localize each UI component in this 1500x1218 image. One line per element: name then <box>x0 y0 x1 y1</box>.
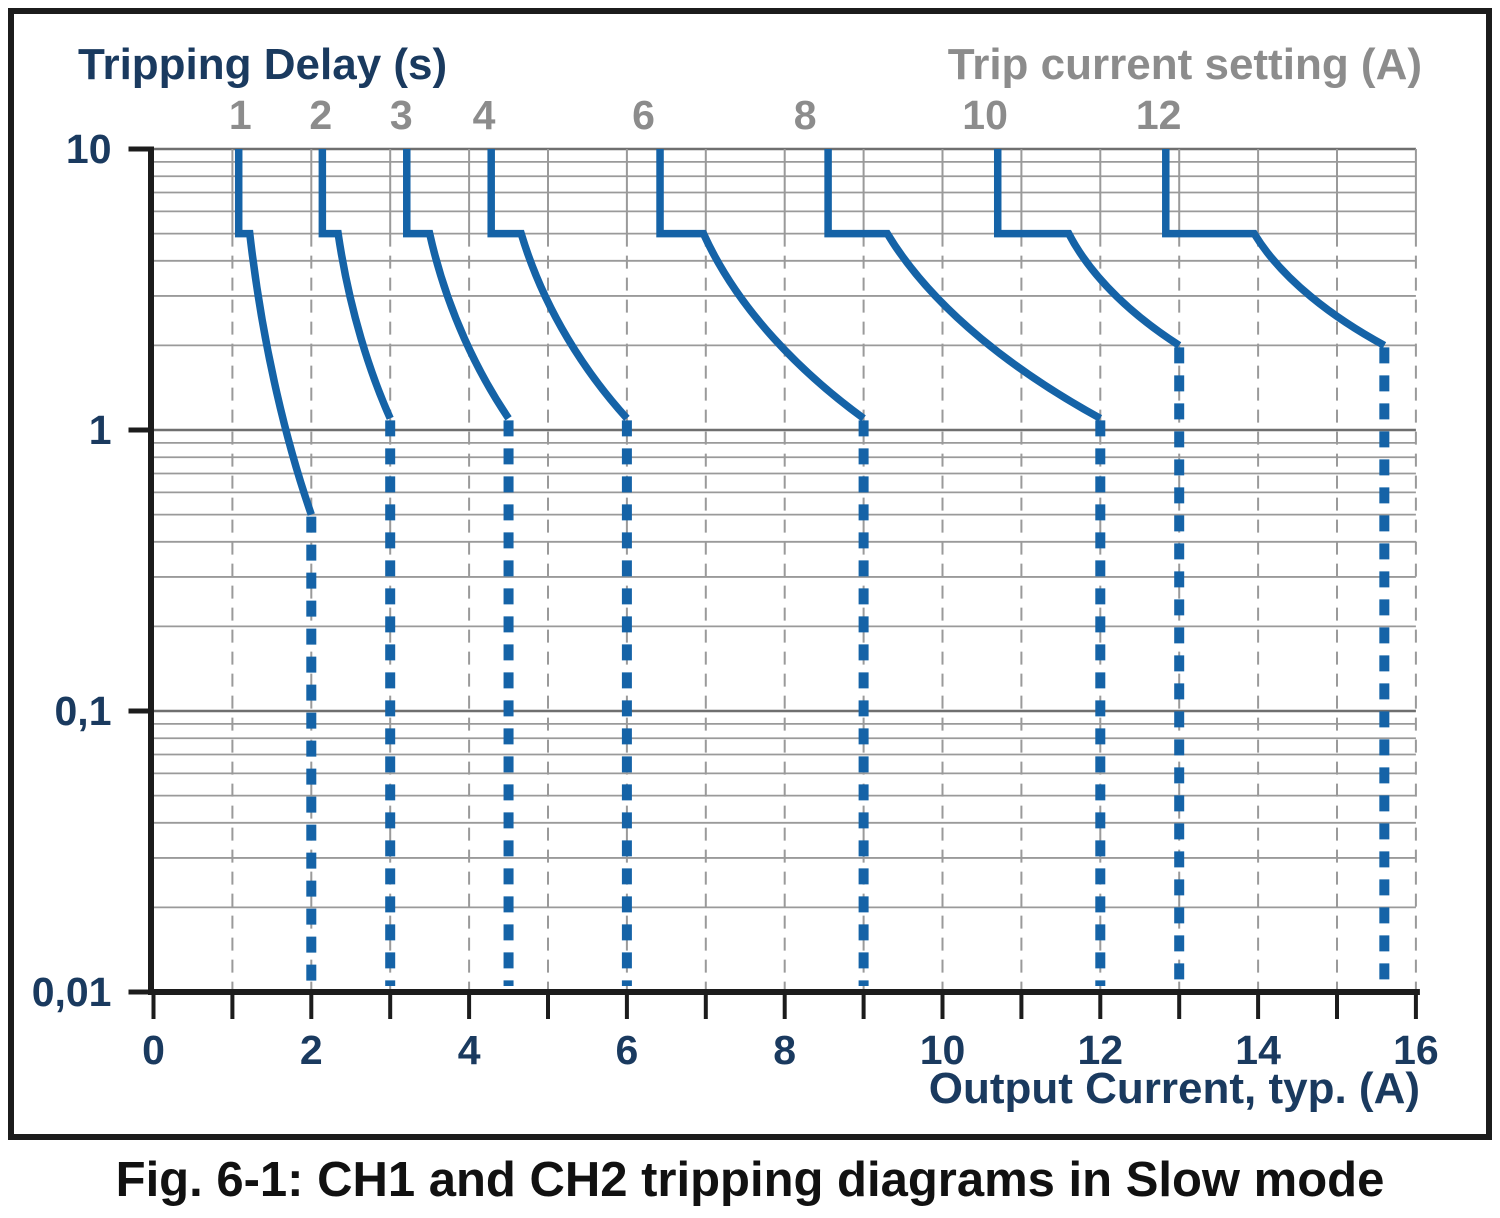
figure-border <box>8 8 1492 1140</box>
top-axis-label-3: 3 <box>390 92 413 138</box>
x-axis-title: Output Current, typ. (A) <box>928 1064 1420 1113</box>
x-tick-label-6: 6 <box>615 1027 638 1073</box>
x-tick-label-4: 4 <box>458 1027 481 1073</box>
x-tick-label-8: 8 <box>773 1027 796 1073</box>
top-axis-label-4: 4 <box>473 92 496 138</box>
axes <box>128 146 1420 1019</box>
vertical-gridlines <box>231 149 1417 990</box>
x-tick-label-16: 16 <box>1393 1027 1439 1073</box>
top-axis-label-2: 2 <box>309 92 332 138</box>
curve-setting-8 <box>824 149 1103 422</box>
y-tick-label-1: 1 <box>89 407 112 453</box>
top-axis-label-10: 10 <box>962 92 1008 138</box>
top-axis-title: Trip current setting (A) <box>947 40 1422 89</box>
curve-setting-4 <box>487 149 630 421</box>
y-tick-label-10: 10 <box>66 126 112 172</box>
x-tick-label-14: 14 <box>1235 1027 1281 1073</box>
curve-setting-12 <box>1162 149 1387 349</box>
y-axis-title: Tripping Delay (s) <box>78 40 448 89</box>
x-tick-label-2: 2 <box>300 1027 323 1073</box>
y-tick-label-0,1: 0,1 <box>55 688 112 734</box>
curve-setting-6 <box>656 149 866 422</box>
top-axis-label-1: 1 <box>229 92 252 138</box>
curve-setting-3 <box>403 149 512 421</box>
curve-setting-1 <box>234 149 315 516</box>
top-axis-label-12: 12 <box>1136 92 1182 138</box>
top-axis-label-6: 6 <box>632 92 655 138</box>
curve-setting-2 <box>318 149 394 420</box>
figure-caption: Fig. 6-1: CH1 and CH2 tripping diagrams … <box>115 1153 1385 1207</box>
x-tick-label-12: 12 <box>1077 1027 1123 1073</box>
top-axis-label-8: 8 <box>794 92 817 138</box>
x-tick-label-10: 10 <box>920 1027 966 1073</box>
x-tick-label-0: 0 <box>142 1027 165 1073</box>
curve-setting-10 <box>993 149 1182 349</box>
tripping-curves <box>234 149 1390 987</box>
y-tick-label-0,01: 0,01 <box>32 969 112 1015</box>
